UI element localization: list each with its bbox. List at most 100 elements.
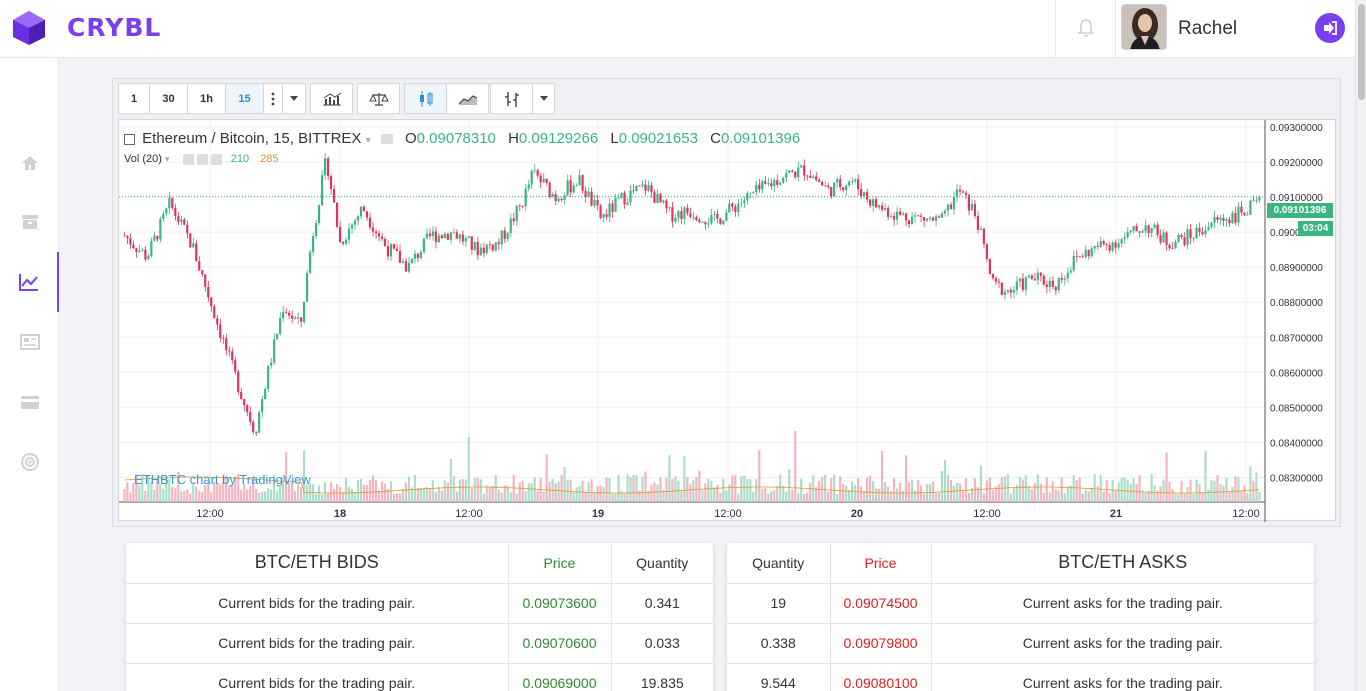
candle-body <box>761 181 764 190</box>
candle-body <box>153 235 156 241</box>
volume-bar <box>1216 475 1219 502</box>
table-row[interactable]: Current bids for the trading pair. 0.090… <box>126 623 713 664</box>
bell-icon[interactable] <box>1075 17 1097 39</box>
candle-body <box>608 203 611 217</box>
caret-down-icon[interactable]: ▾ <box>164 154 170 164</box>
volume-bar <box>246 489 249 502</box>
candle-body <box>509 218 512 233</box>
volume-bar <box>506 485 509 502</box>
eye-icon[interactable] <box>380 134 393 145</box>
caret-down-icon[interactable]: ▾ <box>365 135 371 146</box>
compare-button[interactable] <box>357 83 400 114</box>
eye-icon[interactable] <box>182 153 194 165</box>
candle-body <box>818 179 821 183</box>
volume-bar <box>183 490 186 502</box>
candle-body <box>285 311 288 313</box>
bars-style-button[interactable] <box>490 83 533 114</box>
chart-style-dropdown-button[interactable] <box>532 83 555 114</box>
scrollbar-thumb[interactable] <box>1358 4 1365 100</box>
interval-dropdown-button[interactable] <box>282 83 306 114</box>
bids-price-header[interactable]: Price <box>508 543 612 584</box>
volume-bar <box>782 485 785 502</box>
x-tick-label: 12:00 <box>196 508 224 520</box>
sidebar-item-archive[interactable] <box>0 192 59 252</box>
sidebar-item-wallet[interactable] <box>0 372 59 432</box>
volume-bar <box>338 486 342 502</box>
tradingview-watermark[interactable]: ETHBTC chart by TradingView <box>134 472 311 487</box>
sidebar-item-chart[interactable] <box>0 252 59 312</box>
candle-body <box>446 233 449 240</box>
table-row[interactable]: 9.544 0.09080100 Current asks for the tr… <box>727 663 1314 691</box>
volume-bar <box>267 488 270 502</box>
volume-bar <box>982 493 985 502</box>
candle-body <box>746 193 749 201</box>
bids-quantity-header[interactable]: Quantity <box>611 543 713 584</box>
candle-body <box>467 236 470 239</box>
volume-bar <box>931 481 935 502</box>
volume-bar <box>296 485 300 502</box>
asks-price-header[interactable]: Price <box>830 543 932 584</box>
sidebar-item-home[interactable] <box>0 133 59 193</box>
more-intervals-button[interactable] <box>263 83 283 114</box>
collapse-legend-icon[interactable] <box>124 133 135 145</box>
candle-body <box>219 324 222 338</box>
volume-bar <box>1225 478 1228 502</box>
area-style-button[interactable] <box>446 83 489 114</box>
logout-button[interactable] <box>1315 13 1345 43</box>
avatar[interactable] <box>1121 4 1167 50</box>
volume-bar <box>1201 492 1204 502</box>
candle-body <box>674 217 677 222</box>
volume-bar <box>326 492 330 502</box>
candlestick-chart[interactable]: 0.09300000 0.09200000 0.09100000 0.09000000… <box>0 0 1355 530</box>
candle-body <box>946 204 950 211</box>
table-row[interactable]: Current bids for the trading pair. 0.090… <box>126 583 713 624</box>
volume-bar <box>234 476 237 502</box>
candle-body <box>341 242 345 244</box>
volume-bar <box>1054 489 1057 502</box>
volume-bar <box>1153 485 1156 502</box>
sidebar-item-target[interactable] <box>0 432 59 492</box>
candle-body <box>659 193 662 203</box>
candle-body <box>1099 240 1102 248</box>
bid-quantity: 19.835 <box>611 663 713 691</box>
table-row[interactable]: Current bids for the trading pair. 0.090… <box>126 663 713 691</box>
indicators-button[interactable] <box>310 83 353 114</box>
volume-bar <box>398 493 402 502</box>
table-row[interactable]: 19 0.09074500 Current asks for the tradi… <box>727 583 1314 624</box>
candle-body <box>707 223 710 225</box>
volume-label[interactable]: Vol (20) <box>124 153 162 165</box>
settings-icon[interactable] <box>196 153 208 165</box>
volume-bar <box>629 477 632 502</box>
volume-bar <box>563 467 566 502</box>
sidebar-item-news[interactable] <box>0 312 59 372</box>
volume-bar <box>919 485 923 502</box>
interval-1h-button[interactable]: 1h <box>187 83 226 114</box>
candle-body <box>755 184 758 193</box>
candle-body <box>1138 231 1141 233</box>
volume-bar <box>1252 480 1255 502</box>
target-icon <box>20 453 39 471</box>
volume-bar <box>590 479 593 502</box>
candle-body <box>252 421 255 433</box>
candles-style-button[interactable] <box>404 83 447 114</box>
crybl-logo-icon[interactable] <box>11 10 47 46</box>
username[interactable]: Rachel <box>1178 18 1238 39</box>
volume-bar <box>560 474 563 502</box>
volume-bar <box>874 488 878 502</box>
candle-body <box>308 251 312 273</box>
candle-body <box>692 217 695 218</box>
volume-bar <box>371 475 375 502</box>
volume-bar <box>383 483 387 502</box>
app-name[interactable]: CRYBL <box>67 13 162 42</box>
volume-bar <box>958 483 962 502</box>
volume-bar <box>404 482 407 502</box>
volume-bar <box>353 491 357 502</box>
symbol-title[interactable]: Ethereum / Bitcoin, 15, BITTREX <box>142 130 362 147</box>
asks-quantity-header[interactable]: Quantity <box>727 543 831 584</box>
close-icon[interactable] <box>210 153 222 165</box>
page-scrollbar[interactable] <box>1355 0 1366 691</box>
candle-body <box>985 243 988 260</box>
table-row[interactable]: 0.338 0.09079800 Current asks for the tr… <box>727 623 1314 664</box>
area-chart-icon <box>458 94 477 105</box>
candle-body <box>1222 217 1225 221</box>
